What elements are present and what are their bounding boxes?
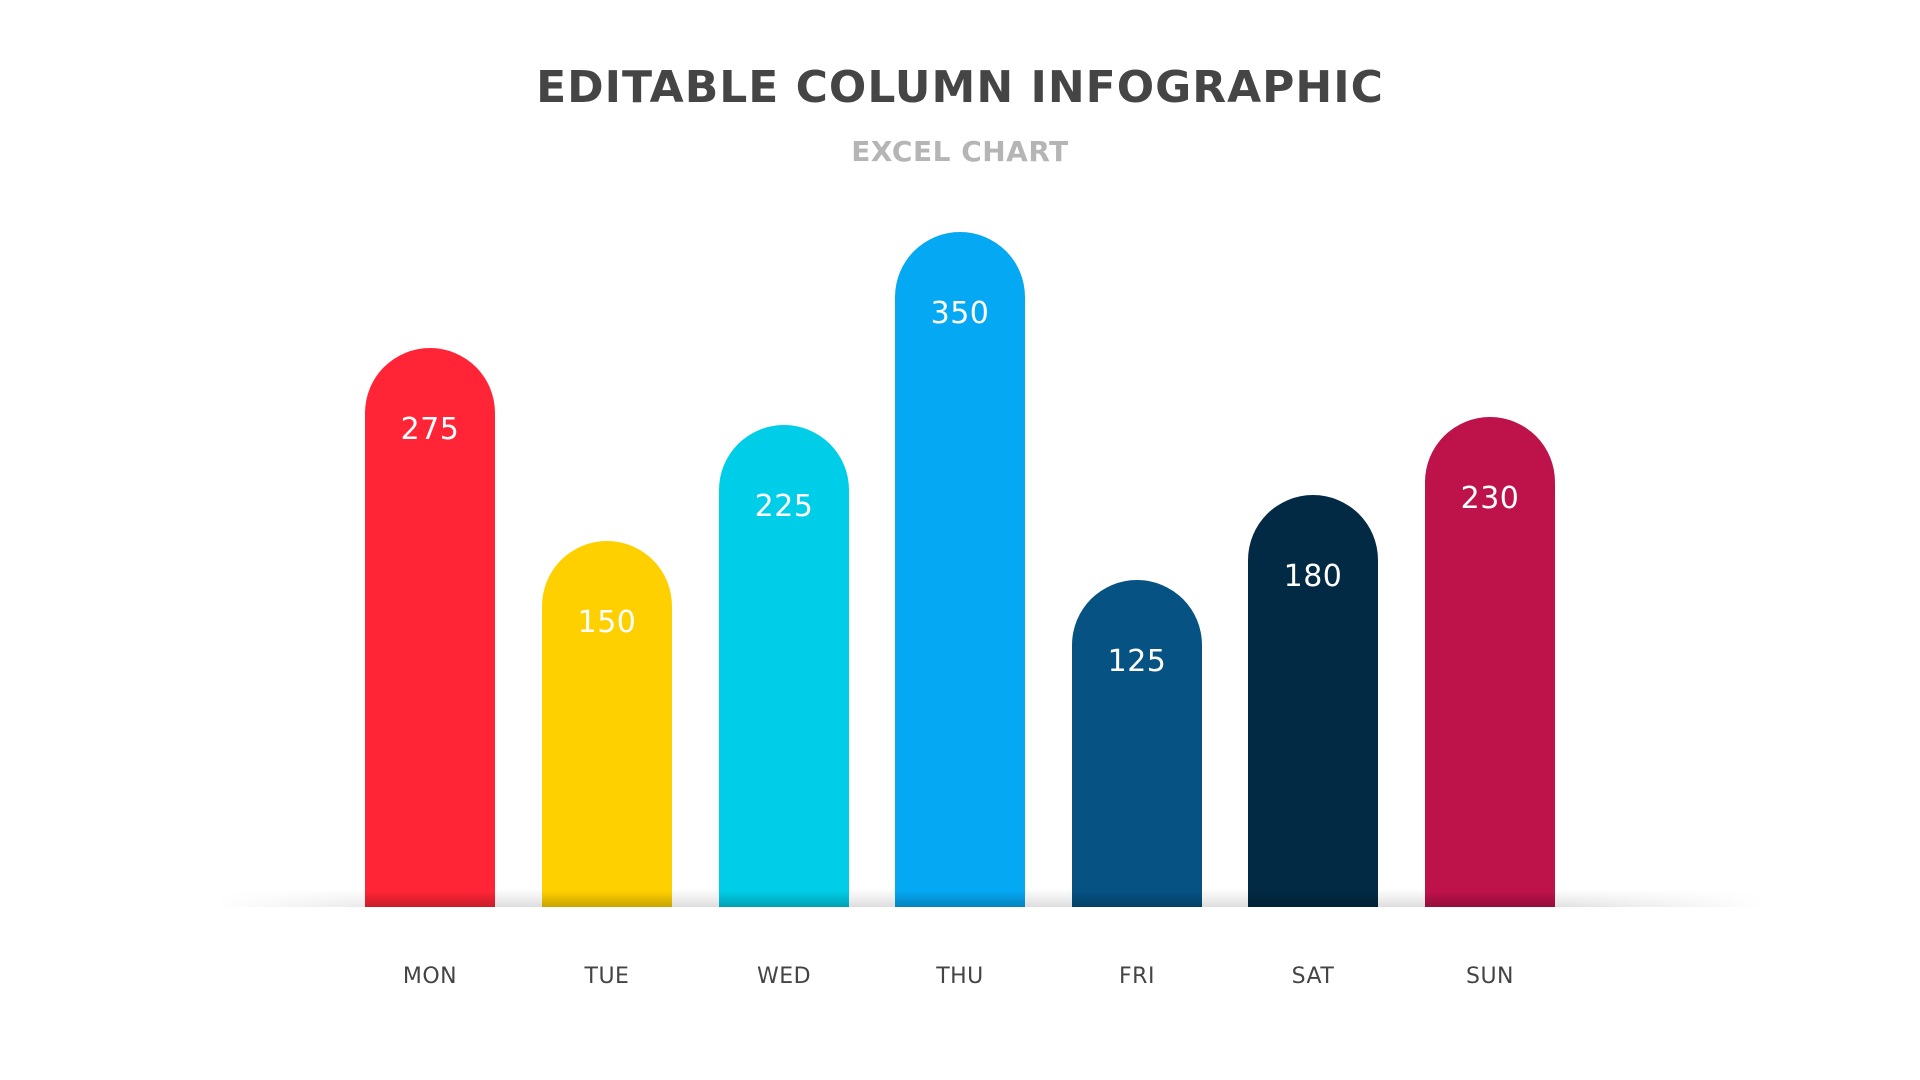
bar-value-label: 230 — [1460, 481, 1520, 517]
bar-value-label: 180 — [1283, 558, 1343, 594]
bar-wed[interactable]: 225 — [719, 424, 849, 907]
bar-sun[interactable]: 230 — [1425, 417, 1555, 907]
x-tick-label-fri: FRI — [1119, 964, 1155, 989]
bar-sat[interactable]: 180 — [1248, 494, 1378, 907]
bar-mon[interactable]: 275 — [365, 347, 495, 907]
bar-value-label: 225 — [754, 488, 814, 524]
bar-value-label: 350 — [930, 295, 990, 331]
x-tick-label-sat: SAT — [1291, 964, 1335, 989]
chart-subtitle: EXCEL CHART — [851, 135, 1069, 168]
chart-title: EDITABLE COLUMN INFOGRAPHIC — [536, 62, 1384, 113]
bar-fri[interactable]: 125 — [1072, 579, 1202, 907]
x-tick-label-tue: TUE — [584, 964, 630, 989]
x-tick-label-wed: WED — [756, 964, 812, 989]
bar-tue[interactable]: 150 — [542, 540, 672, 907]
bar-value-label: 150 — [577, 604, 637, 640]
x-tick-label-thu: THU — [936, 964, 984, 989]
x-tick-label-mon: MON — [402, 964, 458, 989]
x-tick-label-sun: SUN — [1465, 964, 1515, 989]
bar-value-label: 125 — [1107, 643, 1167, 679]
bar-thu[interactable]: 350 — [895, 231, 1025, 907]
bar-value-label: 275 — [400, 411, 460, 447]
